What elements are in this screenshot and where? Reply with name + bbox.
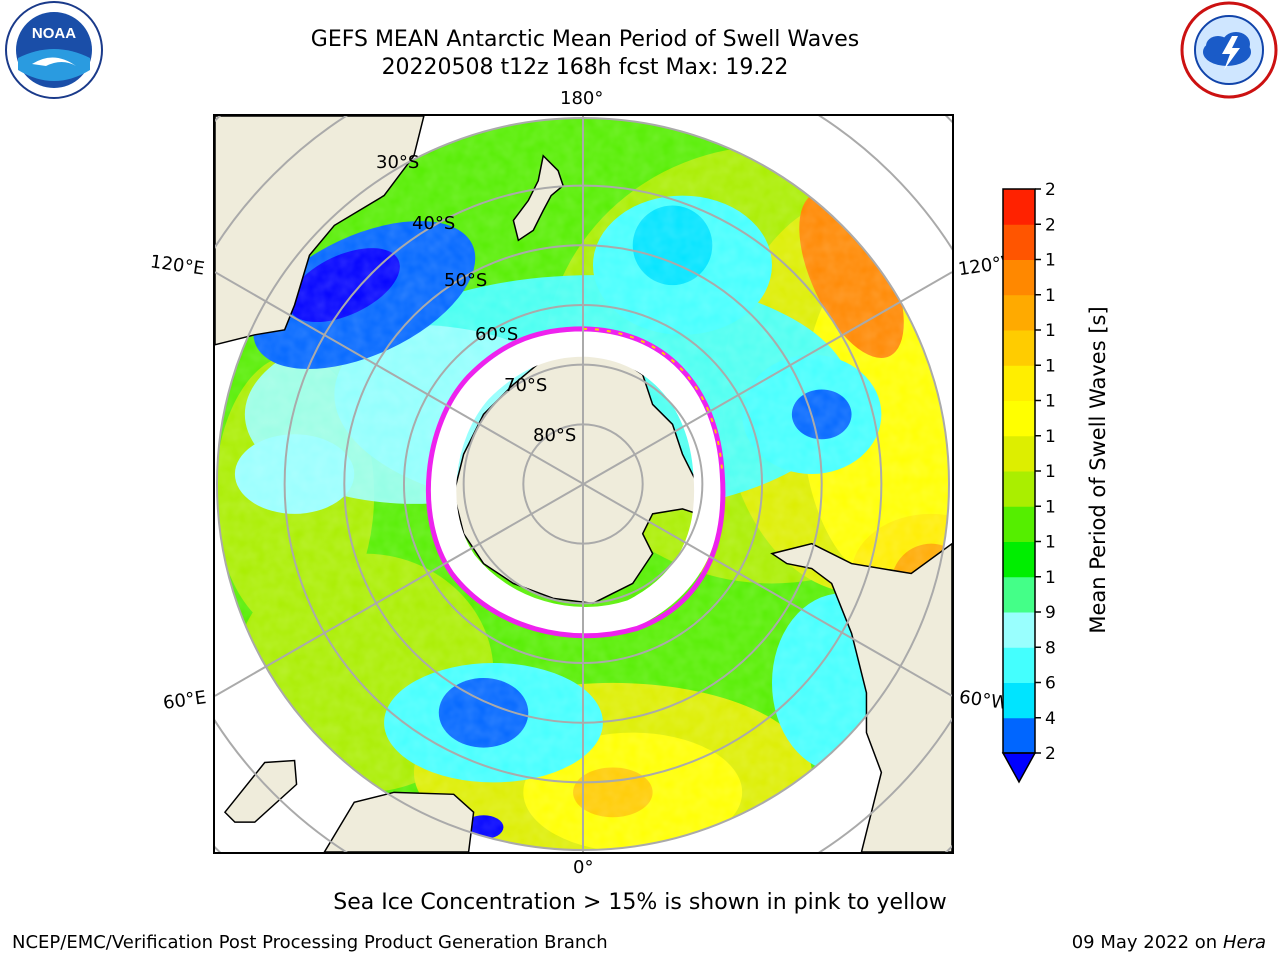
colorbar-cell bbox=[1003, 435, 1035, 472]
colorbar-cell bbox=[1003, 576, 1035, 613]
colorbar-cell bbox=[1003, 259, 1035, 296]
title-line-2: 20220508 t12z 168h fcst Max: 19.22 bbox=[381, 55, 789, 80]
lon-label-120e: 120°E bbox=[148, 251, 206, 280]
colorbar-tick-label: 6 bbox=[1045, 674, 1056, 694]
colorbar-tick-label: 2 bbox=[1045, 744, 1056, 764]
lat-label-80s: 80°S bbox=[533, 425, 577, 446]
colorbar-tick-label: 8 bbox=[1045, 638, 1056, 658]
colorbar-tick-label: 13 bbox=[1045, 462, 1056, 482]
colorbar-cell bbox=[1003, 330, 1035, 366]
graticule bbox=[215, 116, 952, 852]
colorbar-cell bbox=[1003, 541, 1035, 578]
colorbar-under-arrow bbox=[1001, 752, 1037, 784]
colorbar-cell bbox=[1003, 224, 1035, 260]
title-line-1: GEFS MEAN Antarctic Mean Period of Swell… bbox=[310, 27, 860, 52]
colorbar-tick-label: 9 bbox=[1045, 603, 1056, 623]
colorbar-tick-label: 11 bbox=[1045, 533, 1056, 553]
lat-label-30s: 30°S bbox=[376, 152, 420, 173]
colorbar-cell bbox=[1003, 682, 1035, 719]
map-svg bbox=[215, 116, 952, 852]
colorbar-cell bbox=[1003, 717, 1035, 754]
colorbar-tick-label: 20 bbox=[1045, 215, 1056, 235]
lon-label-0: 0° bbox=[573, 857, 594, 878]
sea-ice bbox=[425, 326, 726, 639]
lon-label-180: 180° bbox=[560, 88, 604, 109]
colorbar-tick-label: 15 bbox=[1045, 392, 1056, 412]
colorbar-cell bbox=[1003, 647, 1035, 683]
colorbar-cell bbox=[1003, 189, 1035, 225]
colorbar: 2 4 6 8 9 10 11 12 13 14 15 16 17 18 19 20 21 bbox=[1001, 182, 1056, 784]
lat-label-40s: 40°S bbox=[412, 213, 456, 234]
nws-logo bbox=[1180, 1, 1278, 99]
producer-credit: NCEP/EMC/Verification Post Processing Pr… bbox=[12, 932, 608, 953]
colorbar-cell bbox=[1003, 294, 1035, 331]
noaa-logo: NOAA bbox=[5, 1, 103, 99]
colorbar-cell bbox=[1003, 612, 1035, 648]
sea-ice-note: Sea Ice Concentration > 15% is shown in … bbox=[333, 890, 947, 915]
lon-label-60e: 60°E bbox=[161, 687, 208, 714]
colorbar-cell bbox=[1003, 506, 1035, 542]
colorbar-cell bbox=[1003, 471, 1035, 507]
run-date: 09 May 2022 on Hera bbox=[1072, 932, 1266, 953]
lat-label-60s: 60°S bbox=[475, 324, 519, 345]
run-date-text: 09 May 2022 on bbox=[1071, 932, 1218, 953]
colorbar-tick-label: 19 bbox=[1045, 251, 1056, 271]
machine-name: Hera bbox=[1222, 932, 1266, 953]
noaa-logo-text: NOAA bbox=[32, 25, 76, 42]
colorbar-cell bbox=[1003, 400, 1035, 437]
colorbar-tick-label: 14 bbox=[1045, 427, 1056, 447]
colorbar-tick-label: 12 bbox=[1045, 497, 1056, 517]
colorbar-tick-label: 10 bbox=[1045, 568, 1056, 588]
colorbar-tick-label: 21 bbox=[1045, 182, 1056, 200]
chart-title: GEFS MEAN Antarctic Mean Period of Swell… bbox=[0, 26, 1170, 82]
colorbar-tick-label: 4 bbox=[1045, 709, 1056, 729]
lat-label-70s: 70°S bbox=[504, 375, 548, 396]
map-frame bbox=[213, 114, 954, 854]
colorbar-tick-label: 16 bbox=[1045, 356, 1056, 376]
colorbar-label: Mean Period of Swell Waves [s] bbox=[1086, 306, 1110, 634]
colorbar-tick-label: 17 bbox=[1045, 321, 1056, 341]
colorbar-tick-label: 18 bbox=[1045, 286, 1056, 306]
lat-label-50s: 50°S bbox=[444, 270, 488, 291]
colorbar-cell bbox=[1003, 365, 1035, 401]
